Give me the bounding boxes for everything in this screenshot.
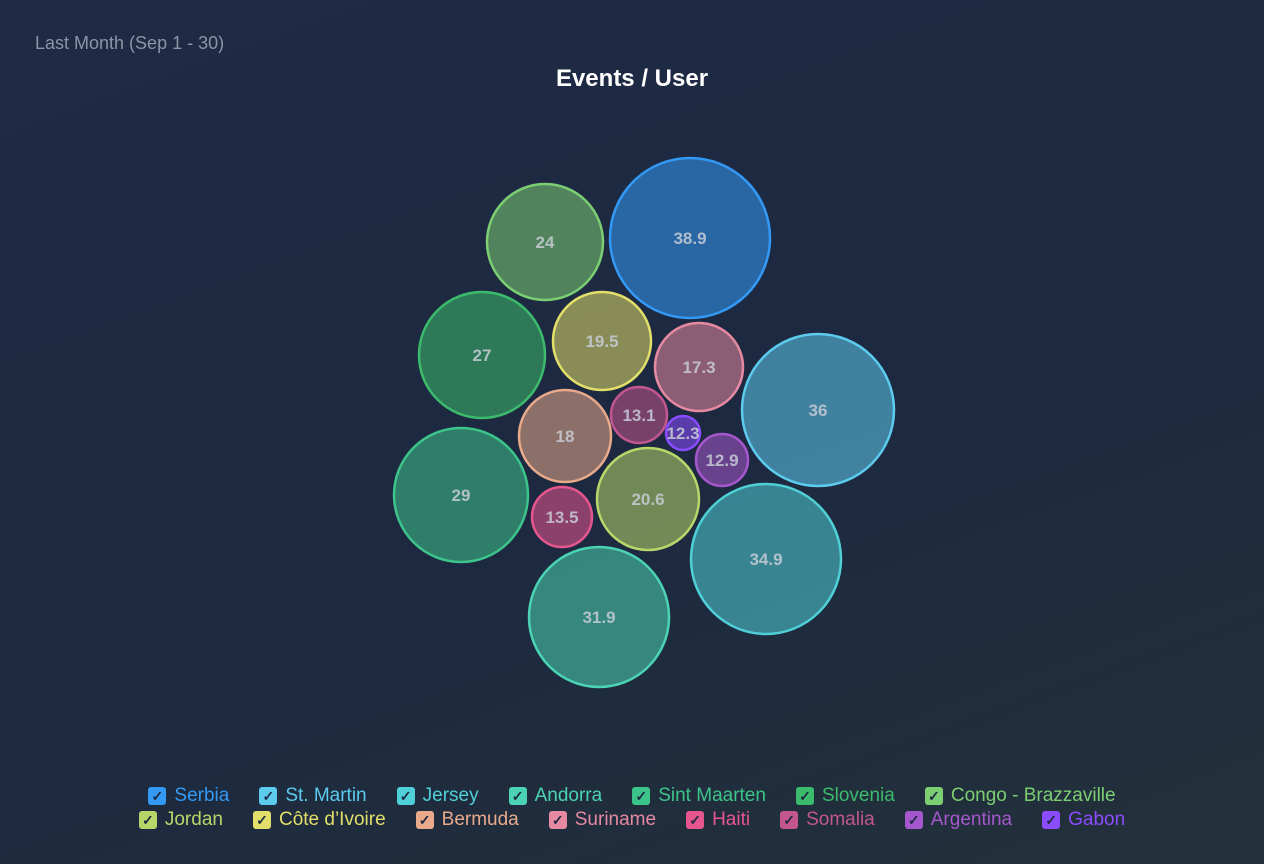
legend-item[interactable]: ✓ Sint Maarten (632, 784, 766, 808)
legend-label: Côte d’Ivoire (278, 809, 386, 830)
bubble-circle[interactable] (417, 290, 547, 420)
checkbox-icon[interactable]: ✓ (904, 811, 923, 829)
legend-item[interactable]: ✓ St. Martin (259, 784, 367, 808)
checkbox-icon[interactable]: ✓ (148, 787, 167, 805)
bubble-circle[interactable] (595, 446, 701, 552)
legend-item[interactable]: ✓ Suriname (548, 808, 657, 832)
legend-item[interactable]: ✓ Jersey (396, 784, 479, 808)
legend-label: Somalia (806, 809, 875, 830)
legend-label: Haiti (712, 809, 751, 830)
date-range-label: Last Month (Sep 1 - 30) (35, 33, 225, 53)
bubble-st-martin[interactable]: 36 (740, 332, 896, 488)
bubble-sint-maarten[interactable]: 29 (392, 426, 530, 564)
bubble-suriname[interactable]: 17.3 (653, 321, 745, 413)
bubble-value-label: 38.9 (673, 229, 706, 248)
bubble-value-label: 12.3 (666, 424, 699, 443)
bubble-circle[interactable] (485, 182, 605, 302)
checkbox-icon[interactable]: ✓ (252, 811, 271, 829)
bubble-circle[interactable] (517, 388, 613, 484)
bubble-slovenia[interactable]: 27 (417, 290, 547, 420)
legend-label: Andorra (534, 785, 603, 806)
legend-label: Jersey (422, 785, 479, 806)
legend-item[interactable]: ✓ Andorra (508, 784, 603, 808)
bubble-circle[interactable] (664, 414, 702, 452)
bubble-circle[interactable] (608, 156, 772, 320)
bubble-circle[interactable] (609, 385, 669, 445)
bubble-andorra[interactable]: 31.9 (527, 545, 671, 689)
legend-label: St. Martin (285, 785, 367, 806)
legend-label: Jordan (164, 809, 223, 830)
legend-label: Congo - Brazzaville (950, 785, 1116, 806)
legend-item[interactable]: ✓ Jordan (138, 808, 223, 832)
legend-label: Slovenia (821, 785, 895, 806)
legend-item[interactable]: ✓ Somalia (780, 808, 875, 832)
checkbox-icon[interactable]: ✓ (795, 787, 814, 805)
bubble-value-label: 18 (556, 427, 575, 446)
bubble-value-label: 31.9 (582, 608, 615, 627)
bubble-serbia[interactable]: 38.9 (608, 156, 772, 320)
checkbox-icon[interactable]: ✓ (508, 787, 527, 805)
bubble-bermuda[interactable]: 18 (517, 388, 613, 484)
checkbox-icon[interactable]: ✓ (686, 811, 705, 829)
bubble-value-label: 19.5 (585, 332, 618, 351)
bubble-value-label: 34.9 (749, 550, 782, 569)
bubble-value-label: 13.1 (622, 406, 655, 425)
bubble-circle[interactable] (653, 321, 745, 413)
bubble-value-label: 17.3 (682, 358, 715, 377)
bubble-argentina[interactable]: 12.9 (694, 432, 750, 488)
legend-item[interactable]: ✓ Serbia (148, 784, 229, 808)
checkbox-icon[interactable]: ✓ (780, 811, 799, 829)
checkbox-icon[interactable]: ✓ (415, 811, 434, 829)
bubble-value-label: 12.9 (705, 451, 738, 470)
legend-item[interactable]: ✓ Slovenia (795, 784, 895, 808)
legend-label: Argentina (930, 809, 1013, 830)
checkbox-icon[interactable]: ✓ (138, 811, 157, 829)
bubble-value-label: 13.5 (545, 508, 578, 527)
legend-item[interactable]: ✓ Gabon (1042, 808, 1125, 832)
bubble-value-label: 27 (473, 346, 492, 365)
legend: ✓ Serbia ✓ St. Martin ✓ Jersey ✓ Andorra ✓ Sint M… (0, 784, 1264, 832)
bubble-somalia[interactable]: 13.1 (609, 385, 669, 445)
bubble-circle[interactable] (527, 545, 671, 689)
bubble-value-label: 20.6 (631, 490, 664, 509)
legend-label: Sint Maarten (658, 785, 766, 806)
bubble-value-label: 29 (452, 486, 471, 505)
bubble-circle[interactable] (689, 482, 843, 636)
bubble-circle[interactable] (694, 432, 750, 488)
legend-item[interactable]: ✓ Haiti (686, 808, 750, 832)
legend-label: Suriname (574, 809, 657, 830)
checkbox-icon[interactable]: ✓ (924, 787, 943, 805)
legend-label: Bermuda (441, 809, 519, 830)
legend-item[interactable]: ✓ Congo - Brazzaville (924, 784, 1116, 808)
bubble-jordan[interactable]: 20.6 (595, 446, 701, 552)
checkbox-icon[interactable]: ✓ (396, 787, 415, 805)
bubble-value-label: 36 (809, 401, 828, 420)
bubble-congo-brazzaville[interactable]: 24 (485, 182, 605, 302)
checkbox-icon[interactable]: ✓ (632, 787, 651, 805)
bubble-circle[interactable] (392, 426, 530, 564)
legend-label: Serbia (174, 785, 230, 806)
bubble-circle[interactable] (551, 290, 653, 392)
bubble-circle[interactable] (530, 485, 594, 549)
legend-item[interactable]: ✓ Argentina (904, 808, 1013, 832)
bubble-gabon[interactable]: 12.3 (664, 414, 702, 452)
bubble-circle[interactable] (740, 332, 896, 488)
chart-title: Events / User (555, 65, 709, 92)
checkbox-icon[interactable]: ✓ (259, 787, 278, 805)
bubble-jersey[interactable]: 34.9 (689, 482, 843, 636)
legend-item[interactable]: ✓ Côte d’Ivoire (252, 808, 386, 832)
checkbox-icon[interactable]: ✓ (1042, 811, 1061, 829)
checkbox-icon[interactable]: ✓ (548, 811, 567, 829)
bubble-value-label: 24 (536, 233, 555, 252)
bubble-haiti[interactable]: 13.5 (530, 485, 594, 549)
legend-label: Gabon (1068, 809, 1126, 830)
bubble-c-te-d-ivoire[interactable]: 19.5 (551, 290, 653, 392)
legend-item[interactable]: ✓ Bermuda (415, 808, 519, 832)
